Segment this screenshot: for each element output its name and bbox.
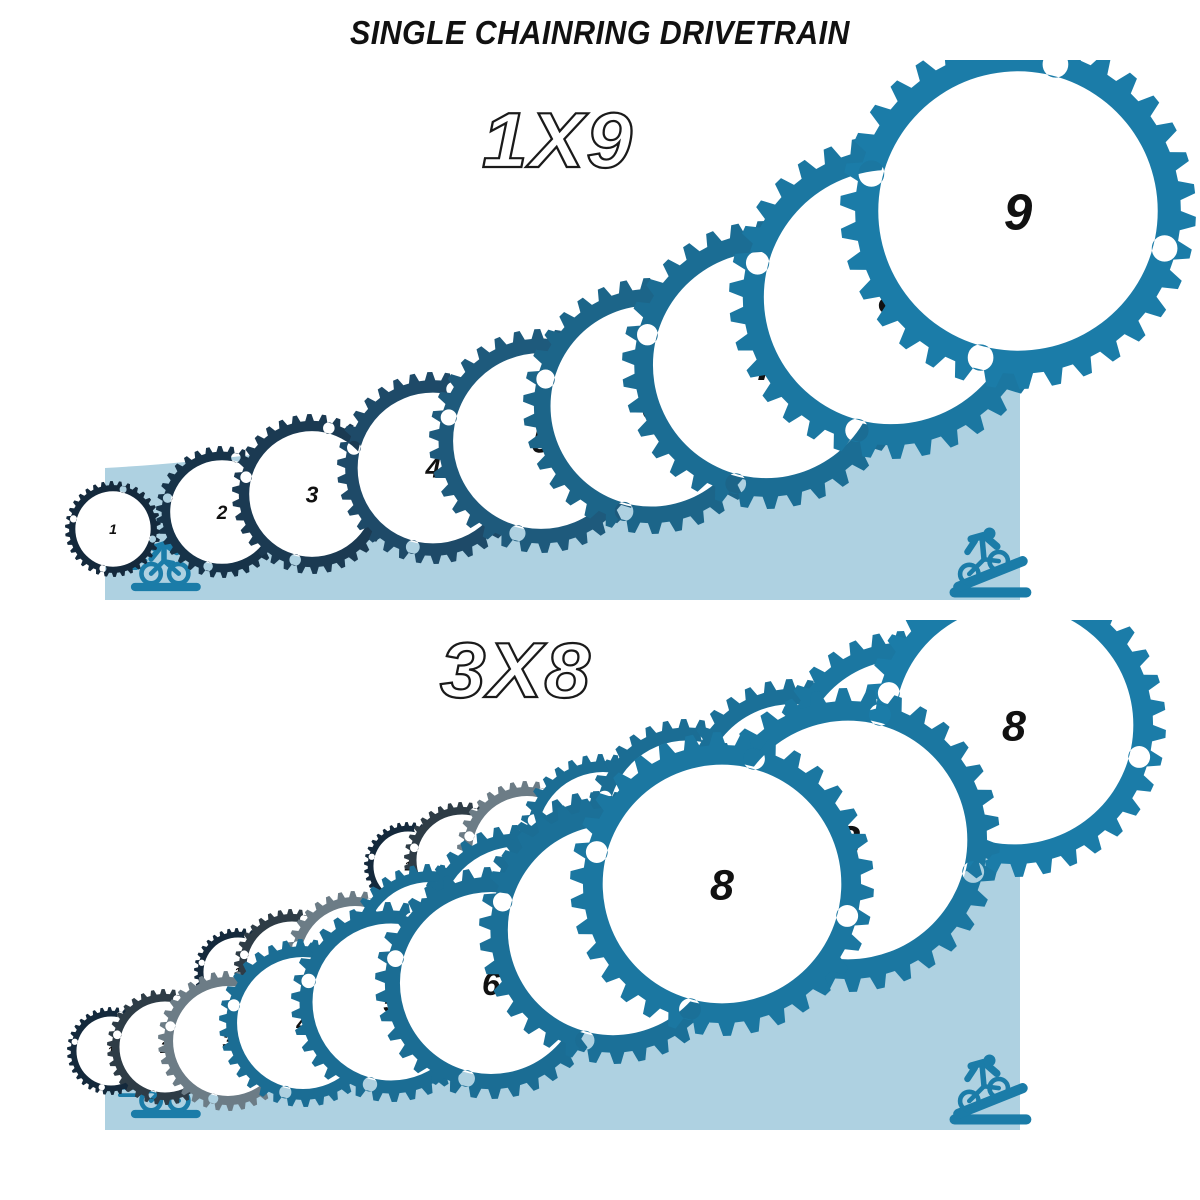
chainring-gear-9[interactable]: 9 <box>840 60 1196 389</box>
chainring-gear-8[interactable]: 8 <box>570 732 874 1036</box>
chainring-gear-1[interactable]: 1 <box>65 481 161 577</box>
gear-number-label: 3 <box>222 1031 233 1053</box>
gear-number-label: 2 <box>216 503 228 524</box>
gear-number-label: 8 <box>710 861 734 909</box>
chart-3x8-svg: 123456781234567812345678 <box>67 620 1166 1130</box>
gear-number-label: 8 <box>1002 702 1026 750</box>
gear-number-label: 3 <box>306 481 319 507</box>
chart-panel-3x8: 123456781234567812345678 <box>0 620 1200 1200</box>
chart-panel-1x9: 123456789 <box>0 60 1200 620</box>
page-title: SINGLE CHAINRING DRIVETRAIN <box>350 14 850 51</box>
gear-number-label: 1 <box>109 521 117 537</box>
uphill-cyclist-icon <box>949 1054 1032 1125</box>
chainring-ring <box>862 620 1166 877</box>
uphill-cyclist-icon <box>949 527 1032 598</box>
gear-number-label: 9 <box>1004 183 1033 240</box>
chart-1x9-svg: 123456789 <box>65 60 1196 600</box>
